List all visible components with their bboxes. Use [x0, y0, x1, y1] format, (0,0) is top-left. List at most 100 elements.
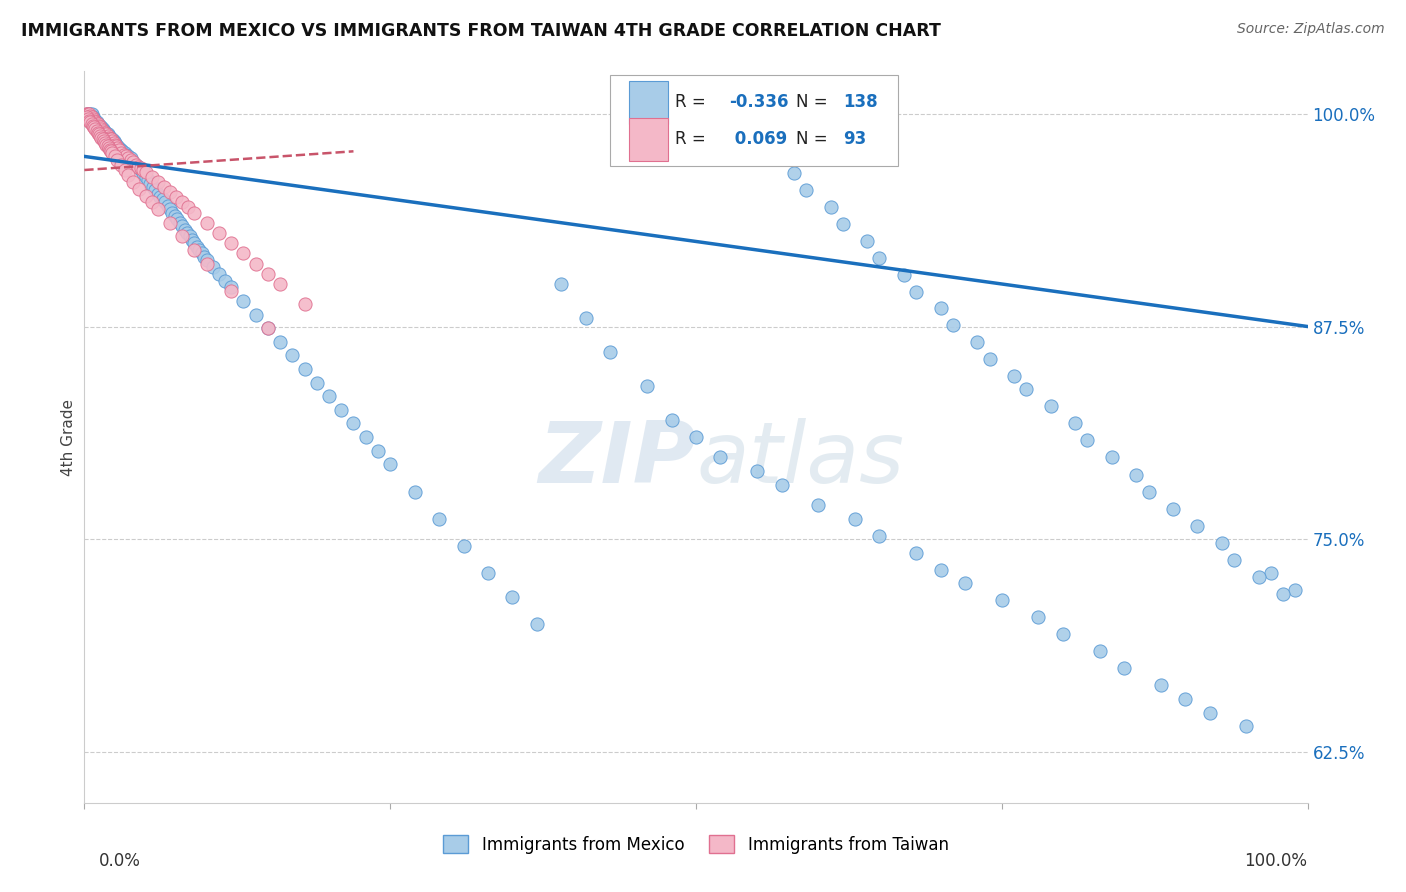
- Point: [747, 464, 769, 478]
- Point: [97, 139, 120, 153]
- Point: [953, 576, 976, 591]
- Point: [195, 256, 218, 270]
- Point: [195, 216, 218, 230]
- Point: [122, 154, 145, 169]
- Point: [83, 112, 105, 126]
- Point: [208, 267, 231, 281]
- Point: [110, 143, 132, 157]
- Point: [82, 112, 104, 126]
- Point: [84, 113, 107, 128]
- Point: [94, 126, 117, 140]
- Point: [269, 334, 291, 349]
- Point: [232, 246, 254, 260]
- Point: [87, 119, 110, 133]
- Point: [115, 147, 138, 161]
- Point: [232, 293, 254, 308]
- Point: [77, 107, 100, 121]
- Point: [77, 107, 100, 121]
- Point: [1137, 484, 1160, 499]
- Point: [114, 146, 136, 161]
- Point: [477, 566, 499, 581]
- Point: [105, 137, 128, 152]
- Point: [1211, 535, 1233, 549]
- Point: [281, 348, 304, 362]
- Point: [219, 236, 242, 251]
- Point: [159, 202, 181, 216]
- Point: [105, 139, 128, 153]
- Point: [153, 180, 176, 194]
- Point: [1064, 417, 1087, 431]
- Point: [844, 512, 866, 526]
- Point: [94, 126, 117, 140]
- Point: [98, 132, 121, 146]
- Point: [87, 117, 110, 131]
- Point: [79, 109, 101, 123]
- Point: [153, 195, 176, 210]
- Text: 0.0%: 0.0%: [98, 852, 141, 870]
- Point: [80, 107, 103, 121]
- Point: [163, 209, 186, 223]
- Point: [183, 205, 205, 219]
- Point: [245, 256, 267, 270]
- Text: -0.336: -0.336: [728, 94, 789, 112]
- Point: [120, 151, 142, 165]
- Point: [105, 141, 128, 155]
- Point: [709, 450, 731, 465]
- Text: atlas: atlas: [696, 417, 904, 500]
- Point: [188, 243, 211, 257]
- Legend: Immigrants from Mexico, Immigrants from Taiwan: Immigrants from Mexico, Immigrants from …: [437, 829, 955, 860]
- Point: [117, 168, 139, 182]
- Point: [139, 177, 162, 191]
- Point: [87, 119, 110, 133]
- Point: [1002, 368, 1025, 383]
- Point: [143, 183, 166, 197]
- Point: [905, 285, 928, 300]
- Point: [76, 107, 98, 121]
- Point: [76, 107, 98, 121]
- Point: [193, 250, 215, 264]
- Point: [330, 402, 353, 417]
- Point: [120, 153, 142, 167]
- Point: [100, 132, 122, 146]
- Point: [172, 195, 194, 210]
- Point: [219, 280, 242, 294]
- Point: [1223, 552, 1246, 566]
- Point: [117, 151, 139, 165]
- Point: [127, 160, 149, 174]
- Point: [97, 128, 120, 143]
- Point: [103, 134, 125, 148]
- Point: [142, 180, 165, 194]
- Point: [96, 137, 118, 152]
- Point: [141, 195, 163, 210]
- Point: [80, 110, 103, 124]
- Point: [599, 345, 621, 359]
- Point: [122, 175, 145, 189]
- Point: [1028, 610, 1050, 624]
- Point: [79, 115, 101, 129]
- Point: [191, 246, 214, 260]
- FancyBboxPatch shape: [610, 75, 898, 167]
- FancyBboxPatch shape: [628, 80, 668, 124]
- Point: [77, 113, 100, 128]
- Point: [1284, 583, 1306, 598]
- Point: [105, 139, 128, 153]
- Point: [636, 379, 658, 393]
- Point: [294, 297, 316, 311]
- Point: [135, 165, 157, 179]
- Point: [856, 235, 879, 249]
- Point: [685, 430, 707, 444]
- Point: [97, 128, 120, 143]
- Point: [90, 120, 112, 135]
- Point: [305, 376, 328, 390]
- Point: [661, 413, 683, 427]
- Point: [114, 163, 136, 178]
- Point: [135, 188, 157, 202]
- Point: [110, 158, 132, 172]
- Point: [122, 154, 145, 169]
- Point: [125, 158, 148, 172]
- Point: [91, 122, 114, 136]
- Point: [186, 239, 208, 253]
- Point: [820, 201, 842, 215]
- Point: [257, 267, 280, 281]
- Point: [97, 128, 120, 142]
